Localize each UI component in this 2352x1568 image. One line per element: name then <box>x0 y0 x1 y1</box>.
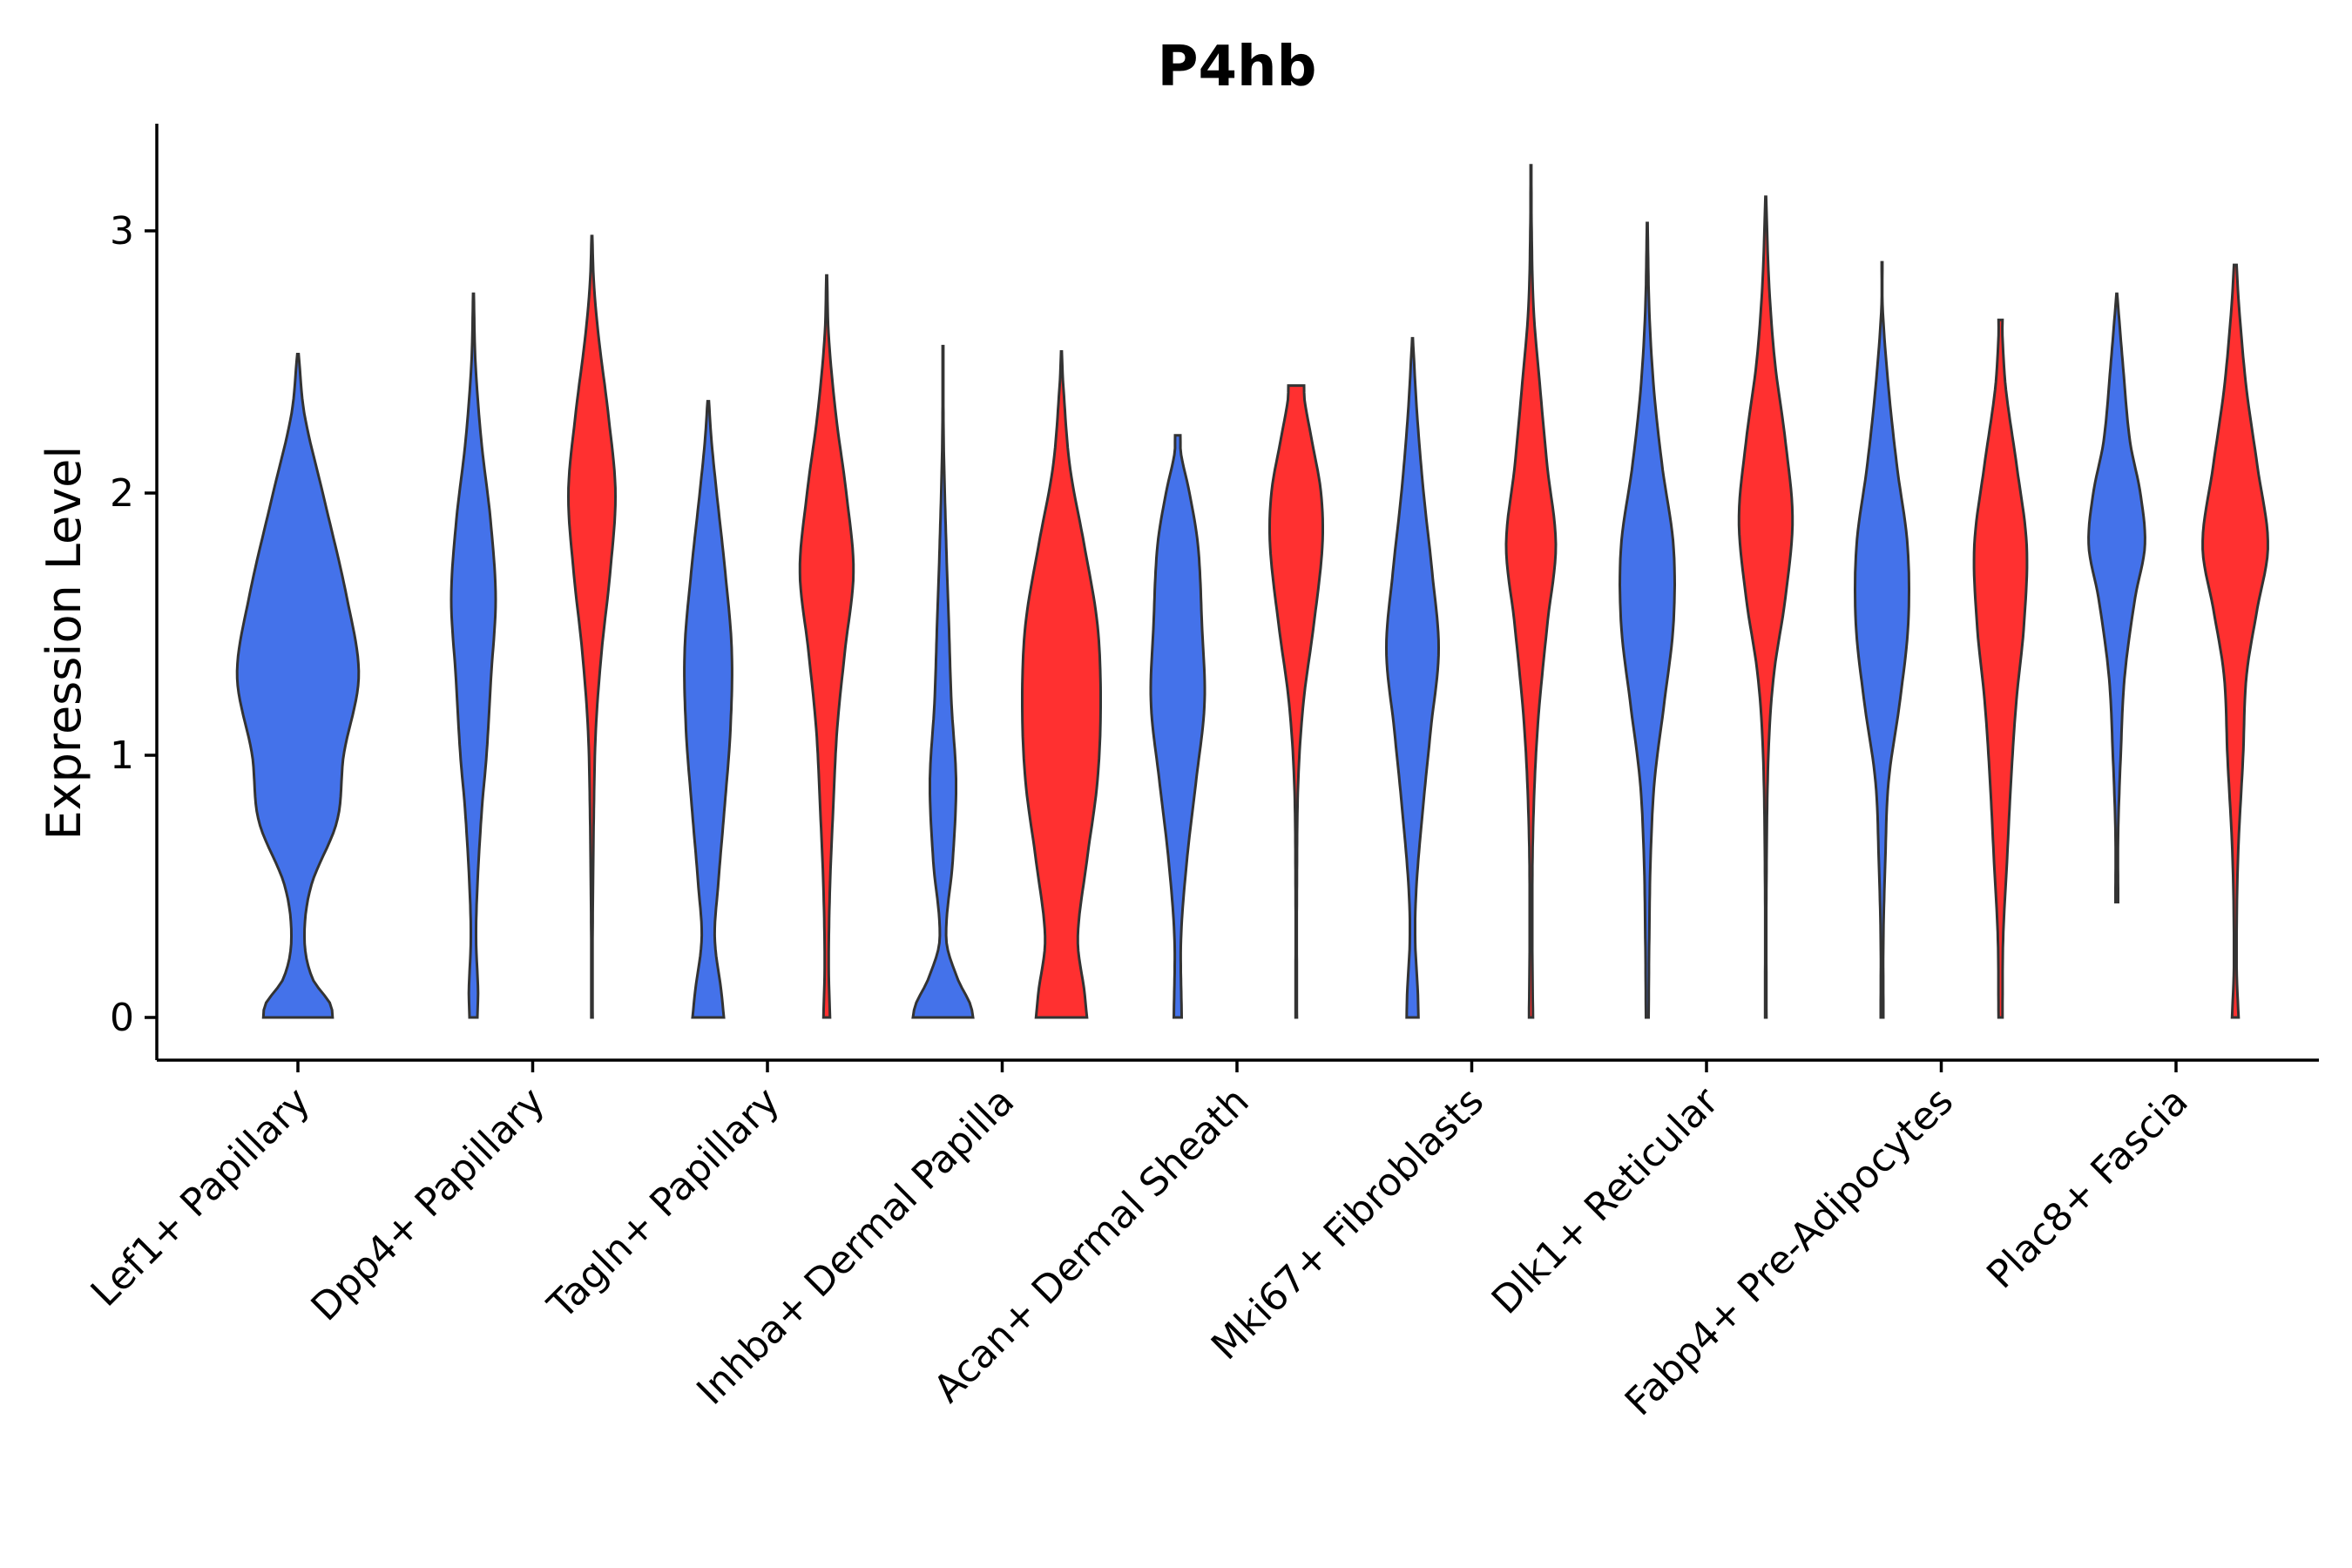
violin-blue-plac8-fascia <box>2087 292 2146 904</box>
violin-blue-lef1-papillary <box>235 353 361 1019</box>
violin-blue-mki67-fibroblasts <box>1384 336 1441 1019</box>
violin-blue-acan-dermal-sheath <box>1149 434 1206 1019</box>
y-tick-label: 0 <box>110 996 134 1040</box>
violin-red-inhba-dermal-papilla <box>1021 350 1102 1019</box>
chart-title: P4hb <box>1158 35 1317 99</box>
violin-red-mki67-fibroblasts <box>1504 164 1558 1019</box>
violin-red-acan-dermal-sheath <box>1268 384 1324 1019</box>
y-axis-label: Expression Level <box>37 446 91 841</box>
violin-red-fabp4-pre-adipocytes <box>1972 318 2029 1019</box>
violin-blue-inhba-dermal-papilla <box>911 344 975 1019</box>
y-tick-label: 3 <box>110 209 134 253</box>
violin-red-plac8-fascia <box>2201 263 2269 1019</box>
y-tick-label: 2 <box>110 471 134 516</box>
y-tick-label: 1 <box>110 733 134 778</box>
violin-red-dpp4-papillary <box>566 234 618 1019</box>
violin-red-tagln-papillary <box>798 274 855 1019</box>
violin-red-dlk1-reticular <box>1737 195 1794 1019</box>
violin-blue-dlk1-reticular <box>1618 221 1677 1019</box>
violin-blue-dpp4-papillary <box>449 292 497 1019</box>
violin-blue-fabp4-pre-adipocytes <box>1853 260 1911 1019</box>
violin-blue-tagln-papillary <box>683 400 733 1019</box>
violins-layer <box>235 164 2269 1019</box>
